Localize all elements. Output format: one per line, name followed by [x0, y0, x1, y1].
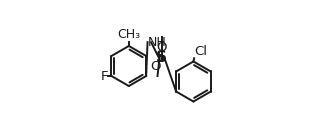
Text: NH: NH	[148, 36, 167, 49]
Text: F: F	[100, 70, 108, 82]
Text: O: O	[151, 60, 161, 74]
Text: CH₃: CH₃	[117, 29, 140, 41]
Text: O: O	[156, 41, 167, 54]
Text: Cl: Cl	[194, 45, 208, 58]
Text: S: S	[156, 50, 167, 65]
